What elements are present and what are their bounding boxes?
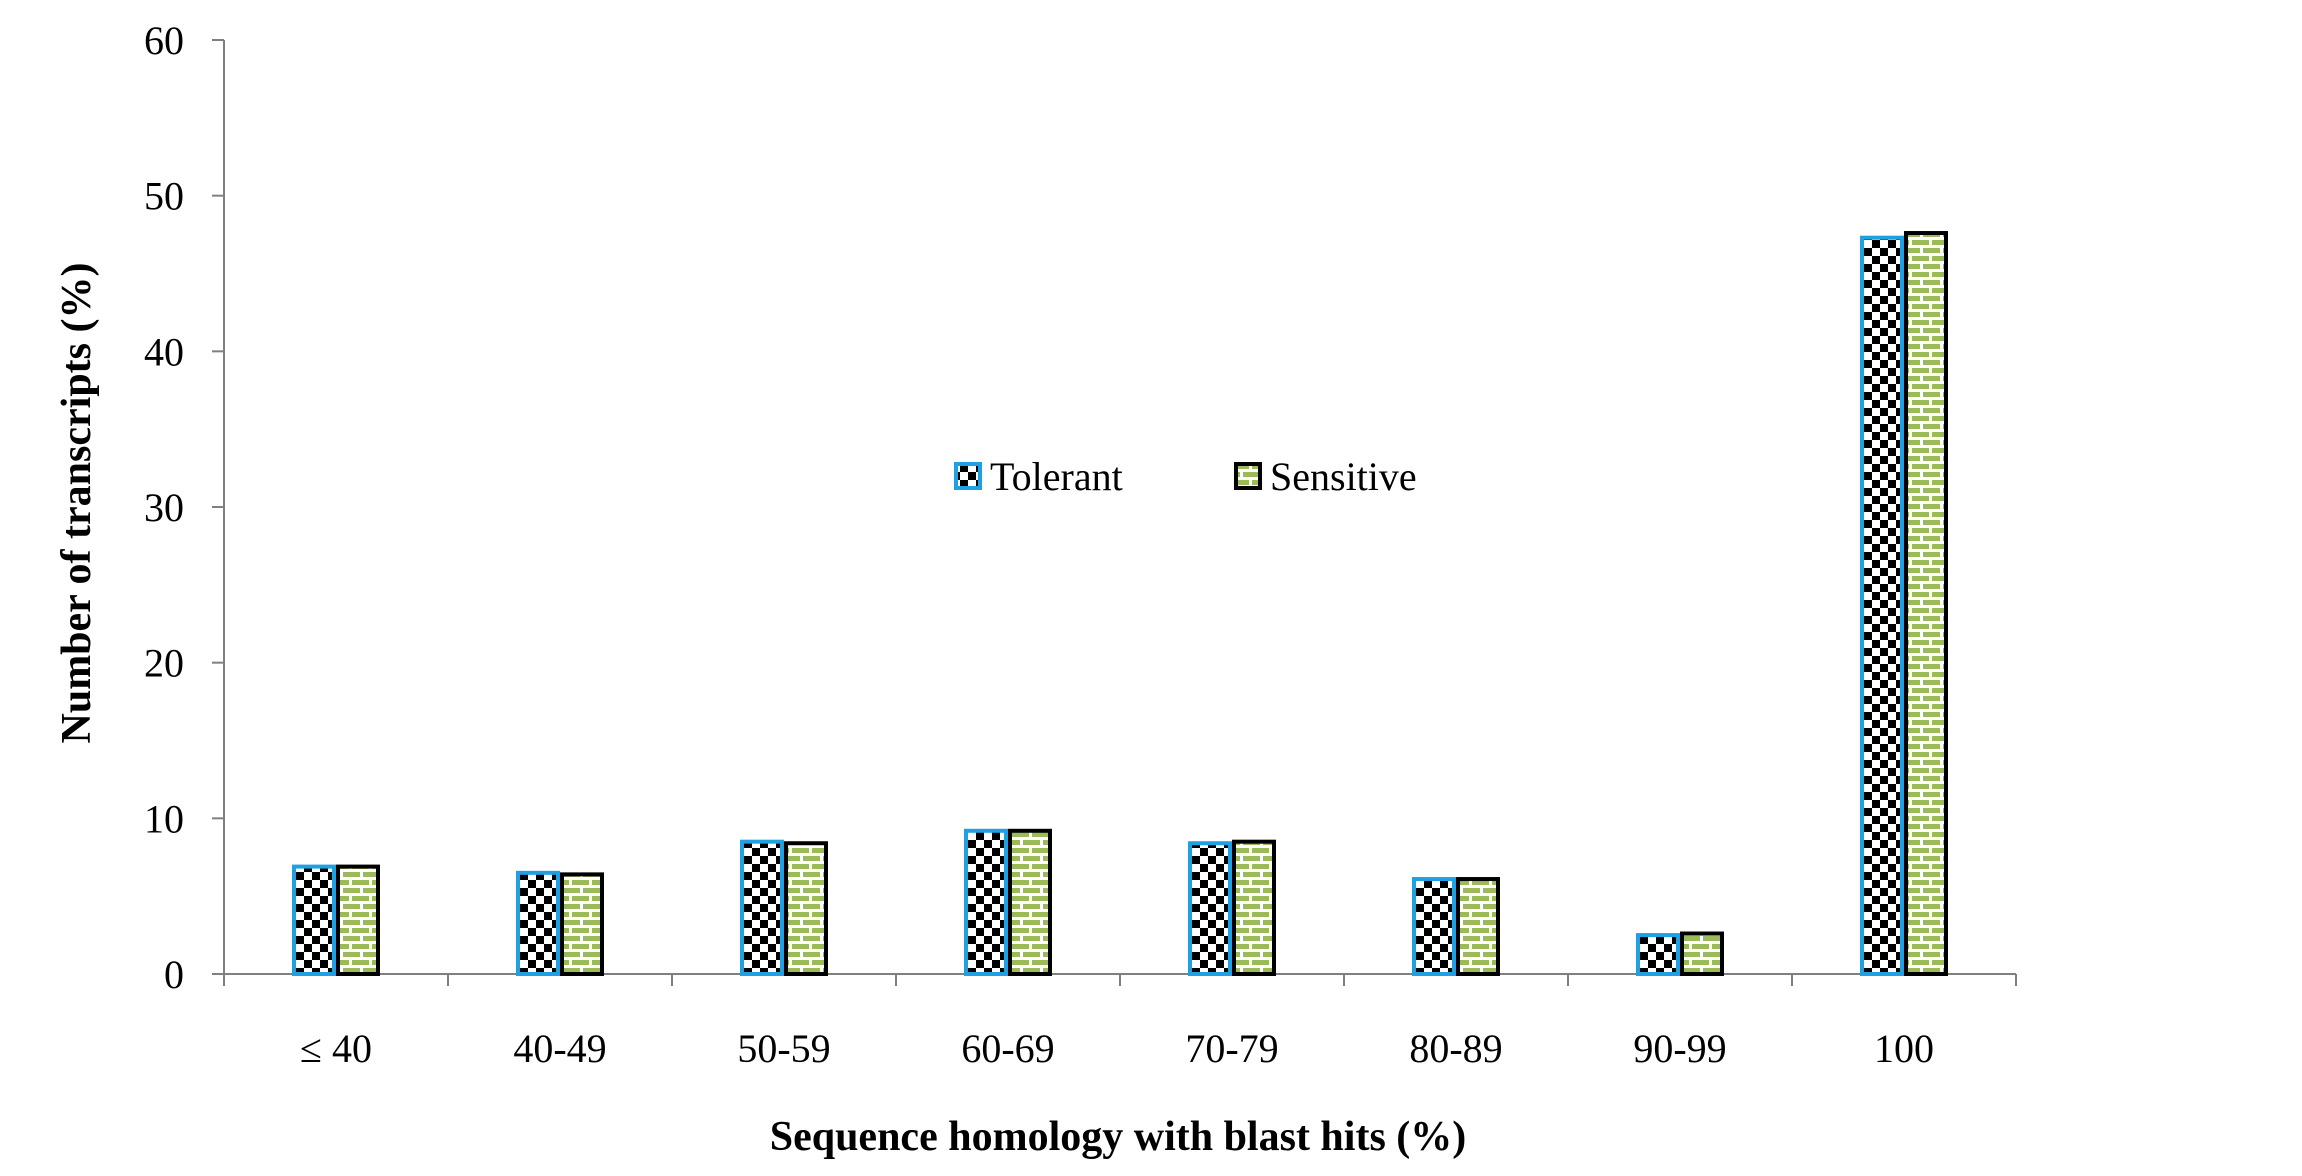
bar-sensitive [1232, 839, 1276, 977]
bar-sensitive [336, 864, 380, 977]
y-tick-label: 40 [144, 329, 184, 374]
bar-sensitive [1680, 931, 1724, 977]
legend-label-tolerant: Tolerant [990, 454, 1123, 499]
bar-tolerant [740, 839, 784, 977]
y-tick-label: 10 [144, 796, 184, 841]
bar-tolerant [1636, 933, 1680, 976]
axes [212, 39, 2017, 986]
x-tick-label: 50-59 [737, 1026, 830, 1071]
x-tick-label: ≤ 40 [300, 1026, 372, 1071]
labels: 0 10 20 30 40 50 60 ≤ 40 40-49 50-59 60-69 70-79 80-… [144, 18, 1934, 1071]
legend: Tolerant Sensitive [954, 454, 1417, 499]
bar-tolerant [964, 828, 1008, 977]
legend-swatch-tolerant [954, 462, 982, 490]
x-tick-label: 70-79 [1185, 1026, 1278, 1071]
bar-tolerant [1860, 235, 1904, 977]
bar-sensitive [1904, 231, 1948, 976]
x-tick-label: 100 [1874, 1026, 1934, 1071]
bar-sensitive [560, 872, 604, 977]
bar-tolerant [1188, 841, 1232, 976]
x-tick-label: 90-99 [1633, 1026, 1726, 1071]
y-axis-title: Number of transcripts (%) [54, 263, 100, 744]
bar-tolerant [1412, 877, 1456, 976]
bar-tolerant [516, 870, 560, 976]
bar-sensitive [1008, 828, 1052, 977]
x-tick-label: 60-69 [961, 1026, 1054, 1071]
y-tick-label: 50 [144, 174, 184, 219]
bar-tolerant [292, 864, 336, 977]
x-tick-label: 80-89 [1409, 1026, 1502, 1071]
legend-label-sensitive: Sensitive [1270, 454, 1417, 499]
legend-swatch-sensitive [1234, 462, 1262, 490]
y-tick-label: 30 [144, 485, 184, 530]
y-tick-label: 20 [144, 641, 184, 686]
x-axis-title: Sequence homology with blast hits (%) [770, 1114, 1467, 1160]
bars [292, 231, 1948, 977]
bar-sensitive [784, 841, 828, 976]
bar-sensitive [1456, 877, 1500, 976]
y-tick-label: 60 [144, 18, 184, 63]
x-tick-label: 40-49 [513, 1026, 606, 1071]
y-tick-label: 0 [164, 952, 184, 997]
